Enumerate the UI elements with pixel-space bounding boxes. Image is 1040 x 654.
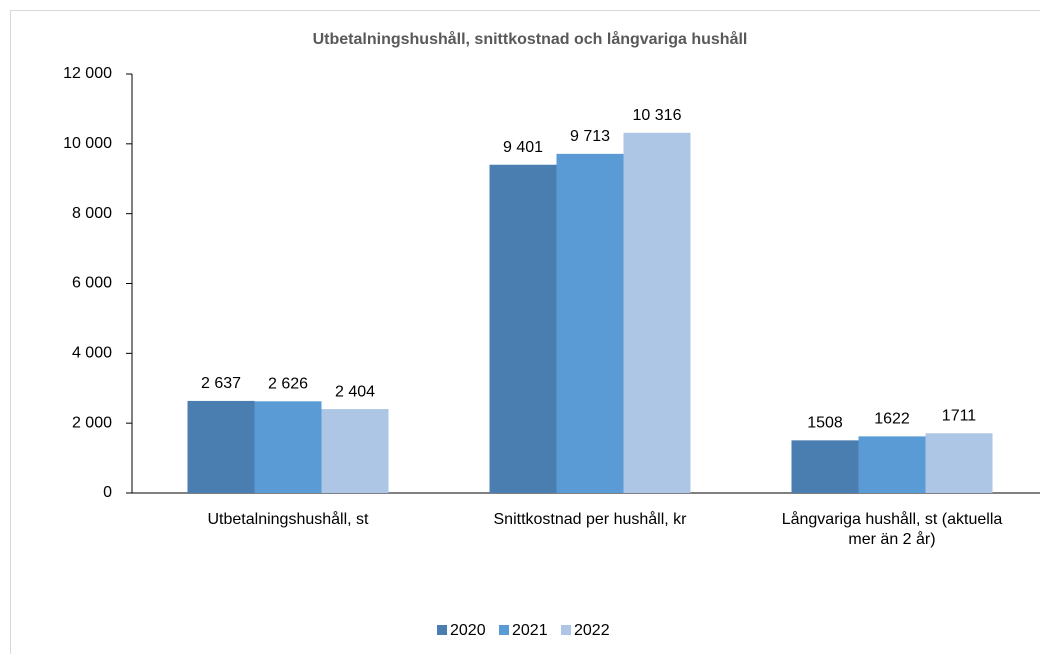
bar [623,132,691,493]
value-label: 9 713 [570,128,610,145]
x-tick-label: Utbetalningshushåll, st [208,510,370,528]
y-tick-label: 4 000 [72,345,112,362]
value-label: 2 404 [335,383,375,400]
legend-label: 2020 [450,622,486,639]
bar [556,153,624,493]
y-tick-label: 10 000 [63,135,112,152]
y-tick-label: 8 000 [72,205,112,222]
bar [791,440,859,493]
legend-label: 2021 [512,622,548,639]
bar [858,436,926,493]
bar [925,433,993,493]
value-label: 2 637 [201,375,241,392]
x-tick-label: Snittkostnad per hushåll, kr [494,510,688,528]
x-tick-label-line: Långvariga hushåll, st (aktuella [782,510,1003,528]
y-tick-label: 2 000 [72,414,112,431]
value-label: 9 401 [503,139,543,156]
legend-label: 2022 [574,622,610,639]
chart-title: Utbetalningshushåll, snittkostnad och lå… [313,30,748,48]
y-tick-label: 12 000 [63,65,112,82]
y-tick-label: 6 000 [72,275,112,292]
y-tick-label: 0 [103,484,112,501]
legend-swatch [437,625,447,635]
legend-swatch [561,625,571,635]
value-label: 1508 [807,415,843,432]
bar [489,164,557,493]
bar [254,401,322,493]
value-label: 1711 [942,407,977,424]
value-label: 10 316 [633,107,682,124]
legend-swatch [499,625,509,635]
bar [187,400,255,493]
x-tick-label: Långvariga hushåll, st (aktuella mer än 2… [782,510,1003,548]
bar [321,409,389,493]
chart-frame [10,10,1040,654]
value-label: 1622 [874,411,910,428]
x-tick-label-line: mer än 2 år) [848,530,935,548]
value-label: 2 626 [268,376,308,393]
